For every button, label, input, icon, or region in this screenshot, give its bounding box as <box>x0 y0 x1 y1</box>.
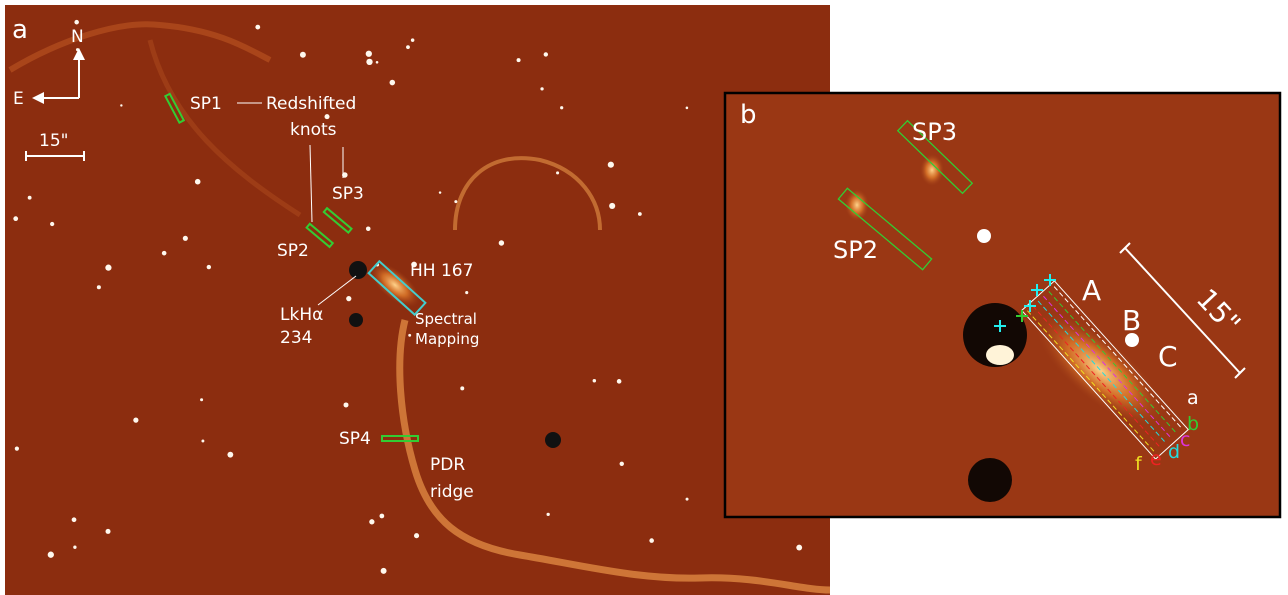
star <box>133 418 138 423</box>
star <box>15 447 19 451</box>
star <box>986 345 1014 365</box>
star <box>686 498 689 501</box>
slit-label: a <box>1187 387 1199 409</box>
star <box>105 265 111 271</box>
star <box>344 402 349 407</box>
star <box>381 568 387 574</box>
panel-a: a N E 15" SP1 Redshifted knots SP3 SP2 H… <box>5 5 830 595</box>
label: SP2 <box>277 241 309 261</box>
star <box>620 462 624 466</box>
label: PDR <box>430 455 465 475</box>
star <box>369 519 374 524</box>
label: Mapping <box>415 330 479 348</box>
star <box>72 517 77 522</box>
star <box>560 106 563 109</box>
star <box>28 196 32 200</box>
star <box>454 200 457 203</box>
star <box>406 45 410 49</box>
star-core <box>968 458 1012 502</box>
star <box>796 545 802 551</box>
star <box>977 229 991 243</box>
star <box>609 203 615 209</box>
star <box>255 25 260 30</box>
label: LkHα <box>280 305 323 325</box>
panel-label: a <box>12 15 28 45</box>
star <box>48 552 54 558</box>
star <box>73 546 76 549</box>
label: SP4 <box>339 429 371 449</box>
panel-label: b <box>740 100 757 130</box>
star <box>411 38 415 42</box>
star <box>97 285 101 289</box>
label: Redshifted <box>266 94 356 114</box>
star <box>183 236 188 241</box>
star <box>540 87 543 90</box>
star <box>517 58 521 62</box>
knot <box>845 189 869 221</box>
star <box>200 398 203 401</box>
star <box>686 107 689 110</box>
slit-label: c <box>1180 429 1190 451</box>
label: SP2 <box>833 236 878 264</box>
star <box>13 216 18 221</box>
star <box>227 452 233 458</box>
star <box>50 222 54 226</box>
figure: a N E 15" SP1 Redshifted knots SP3 SP2 H… <box>0 0 1288 595</box>
star <box>556 171 559 174</box>
slit-label: d <box>1168 441 1180 463</box>
star <box>390 80 396 86</box>
star <box>439 191 441 193</box>
star <box>547 513 550 516</box>
star <box>465 291 468 294</box>
star <box>366 51 372 57</box>
star <box>366 226 371 231</box>
star <box>325 114 330 119</box>
label: Spectral <box>415 310 477 328</box>
star <box>379 514 384 519</box>
star <box>207 265 211 269</box>
star-core <box>545 432 561 448</box>
star <box>376 61 379 64</box>
star <box>201 439 204 442</box>
star <box>499 240 504 245</box>
label: 234 <box>280 328 312 348</box>
star <box>408 334 411 337</box>
label: SP3 <box>912 118 957 146</box>
star <box>74 20 79 25</box>
star <box>120 104 122 106</box>
star <box>544 52 548 56</box>
star <box>638 212 642 216</box>
star <box>414 533 419 538</box>
compass-north: N <box>71 27 84 47</box>
compass-east: E <box>13 89 24 109</box>
label: C <box>1158 340 1178 373</box>
star <box>649 538 654 543</box>
star <box>346 296 351 301</box>
page: a N E 15" SP1 Redshifted knots SP3 SP2 H… <box>0 0 1288 595</box>
label: HH 167 <box>410 261 473 281</box>
knot <box>920 154 944 186</box>
label: ridge <box>430 482 474 502</box>
label: SP3 <box>332 184 364 204</box>
label: SP1 <box>190 94 222 114</box>
star <box>366 59 372 65</box>
scale-label: 15" <box>39 131 68 151</box>
label: B <box>1122 304 1141 337</box>
star <box>195 179 201 185</box>
star <box>106 529 111 534</box>
star <box>300 52 306 58</box>
slit-label: e <box>1150 448 1162 470</box>
label: knots <box>290 120 337 140</box>
star <box>162 251 167 256</box>
star <box>608 162 614 168</box>
star <box>593 379 596 382</box>
star <box>460 386 464 390</box>
star <box>617 379 622 384</box>
star-core <box>349 313 363 327</box>
star-core <box>349 261 367 279</box>
label: A <box>1082 274 1101 307</box>
